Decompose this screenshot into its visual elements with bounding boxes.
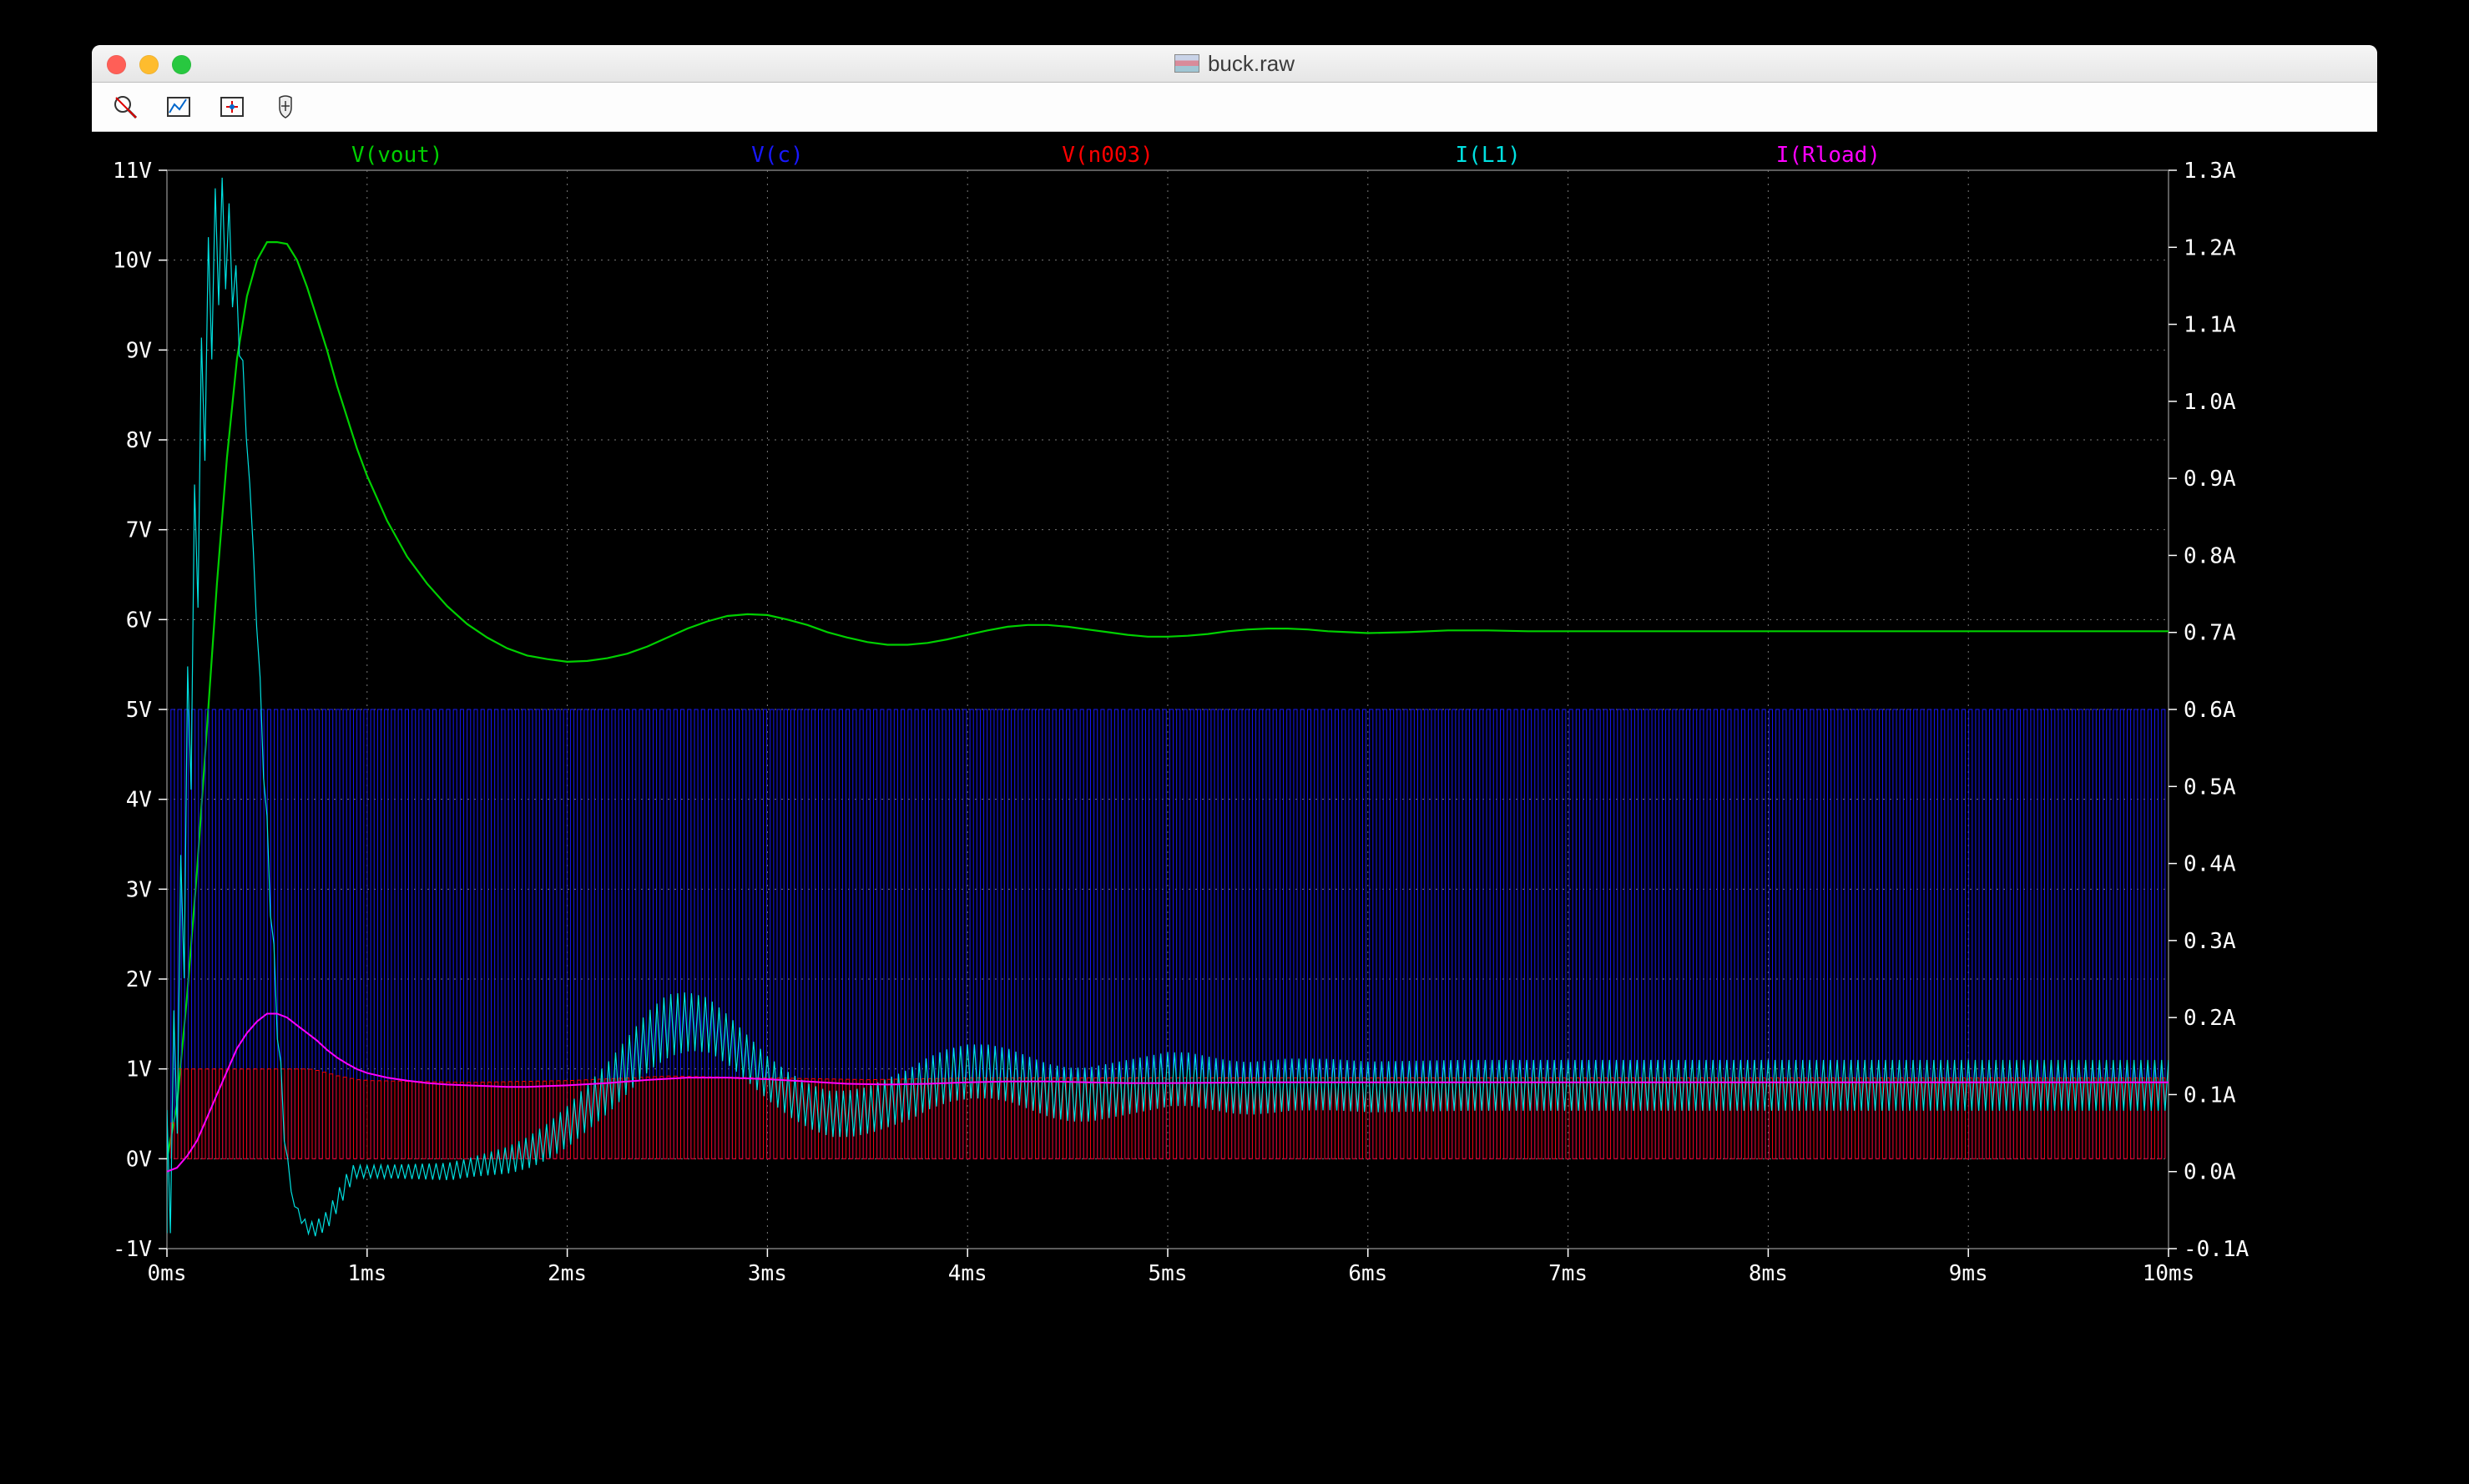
svg-text:1.1A: 1.1A bbox=[2184, 313, 2236, 338]
svg-text:I(Rload): I(Rload) bbox=[1776, 143, 1881, 168]
svg-text:I(L1): I(L1) bbox=[1456, 143, 1521, 168]
svg-text:7ms: 7ms bbox=[1548, 1261, 1588, 1286]
settings-icon[interactable] bbox=[269, 90, 302, 124]
svg-text:0.0A: 0.0A bbox=[2184, 1160, 2236, 1185]
svg-text:2V: 2V bbox=[126, 967, 152, 992]
close-button[interactable] bbox=[107, 55, 126, 74]
svg-text:3ms: 3ms bbox=[748, 1261, 787, 1286]
maximize-button[interactable] bbox=[172, 55, 191, 74]
svg-text:2ms: 2ms bbox=[548, 1261, 587, 1286]
titlebar[interactable]: buck.raw bbox=[92, 45, 2377, 83]
svg-text:-1V: -1V bbox=[113, 1237, 152, 1262]
svg-text:0.8A: 0.8A bbox=[2184, 543, 2236, 568]
svg-text:0.7A: 0.7A bbox=[2184, 621, 2236, 646]
svg-text:10V: 10V bbox=[113, 249, 152, 274]
svg-text:0.9A: 0.9A bbox=[2184, 467, 2236, 492]
svg-text:0.6A: 0.6A bbox=[2184, 698, 2236, 723]
svg-text:1V: 1V bbox=[126, 1057, 152, 1083]
svg-text:V(c): V(c) bbox=[751, 143, 804, 168]
svg-text:0ms: 0ms bbox=[148, 1261, 187, 1286]
svg-text:V(n003): V(n003) bbox=[1062, 143, 1154, 168]
svg-text:5ms: 5ms bbox=[1149, 1261, 1188, 1286]
svg-text:0V: 0V bbox=[126, 1147, 152, 1172]
window-title: buck.raw bbox=[92, 51, 2377, 77]
svg-text:6V: 6V bbox=[126, 608, 152, 633]
svg-text:9V: 9V bbox=[126, 338, 152, 363]
toolbar bbox=[92, 83, 2377, 132]
svg-text:8ms: 8ms bbox=[1749, 1261, 1788, 1286]
svg-text:0.4A: 0.4A bbox=[2184, 852, 2236, 877]
app-root: buck.raw bbox=[0, 0, 2469, 1484]
svg-text:4V: 4V bbox=[126, 788, 152, 813]
waveform-window: buck.raw bbox=[92, 45, 2377, 132]
svg-text:6ms: 6ms bbox=[1348, 1261, 1387, 1286]
svg-text:5V: 5V bbox=[126, 698, 152, 723]
svg-text:0.1A: 0.1A bbox=[2184, 1083, 2236, 1108]
svg-text:1.2A: 1.2A bbox=[2184, 235, 2236, 260]
title-text: buck.raw bbox=[1208, 51, 1295, 77]
svg-text:10ms: 10ms bbox=[2143, 1261, 2195, 1286]
svg-text:4ms: 4ms bbox=[948, 1261, 987, 1286]
svg-text:0.5A: 0.5A bbox=[2184, 775, 2236, 800]
svg-text:V(vout): V(vout) bbox=[351, 143, 443, 168]
svg-text:3V: 3V bbox=[126, 877, 152, 902]
svg-text:1.0A: 1.0A bbox=[2184, 390, 2236, 415]
svg-text:0.2A: 0.2A bbox=[2184, 1006, 2236, 1031]
autoscale-icon[interactable] bbox=[162, 90, 195, 124]
svg-text:1ms: 1ms bbox=[347, 1261, 386, 1286]
zoom-reset-icon[interactable] bbox=[109, 90, 142, 124]
svg-text:-0.1A: -0.1A bbox=[2184, 1237, 2249, 1262]
file-icon bbox=[1174, 54, 1199, 73]
svg-text:8V: 8V bbox=[126, 428, 152, 453]
svg-text:1.3A: 1.3A bbox=[2184, 159, 2236, 184]
svg-text:11V: 11V bbox=[113, 159, 152, 184]
svg-text:7V: 7V bbox=[126, 518, 152, 543]
svg-text:0.3A: 0.3A bbox=[2184, 929, 2236, 954]
waveform-plot[interactable]: -1V 0V 1V 2V 3V 4V 5V 6V 7V 8V 9V 10V 11V -0.1A 0.0A 0.… bbox=[0, 0, 2469, 1484]
svg-text:9ms: 9ms bbox=[1949, 1261, 1988, 1286]
traffic-lights bbox=[107, 55, 191, 74]
minimize-button[interactable] bbox=[139, 55, 159, 74]
pan-icon[interactable] bbox=[215, 90, 249, 124]
